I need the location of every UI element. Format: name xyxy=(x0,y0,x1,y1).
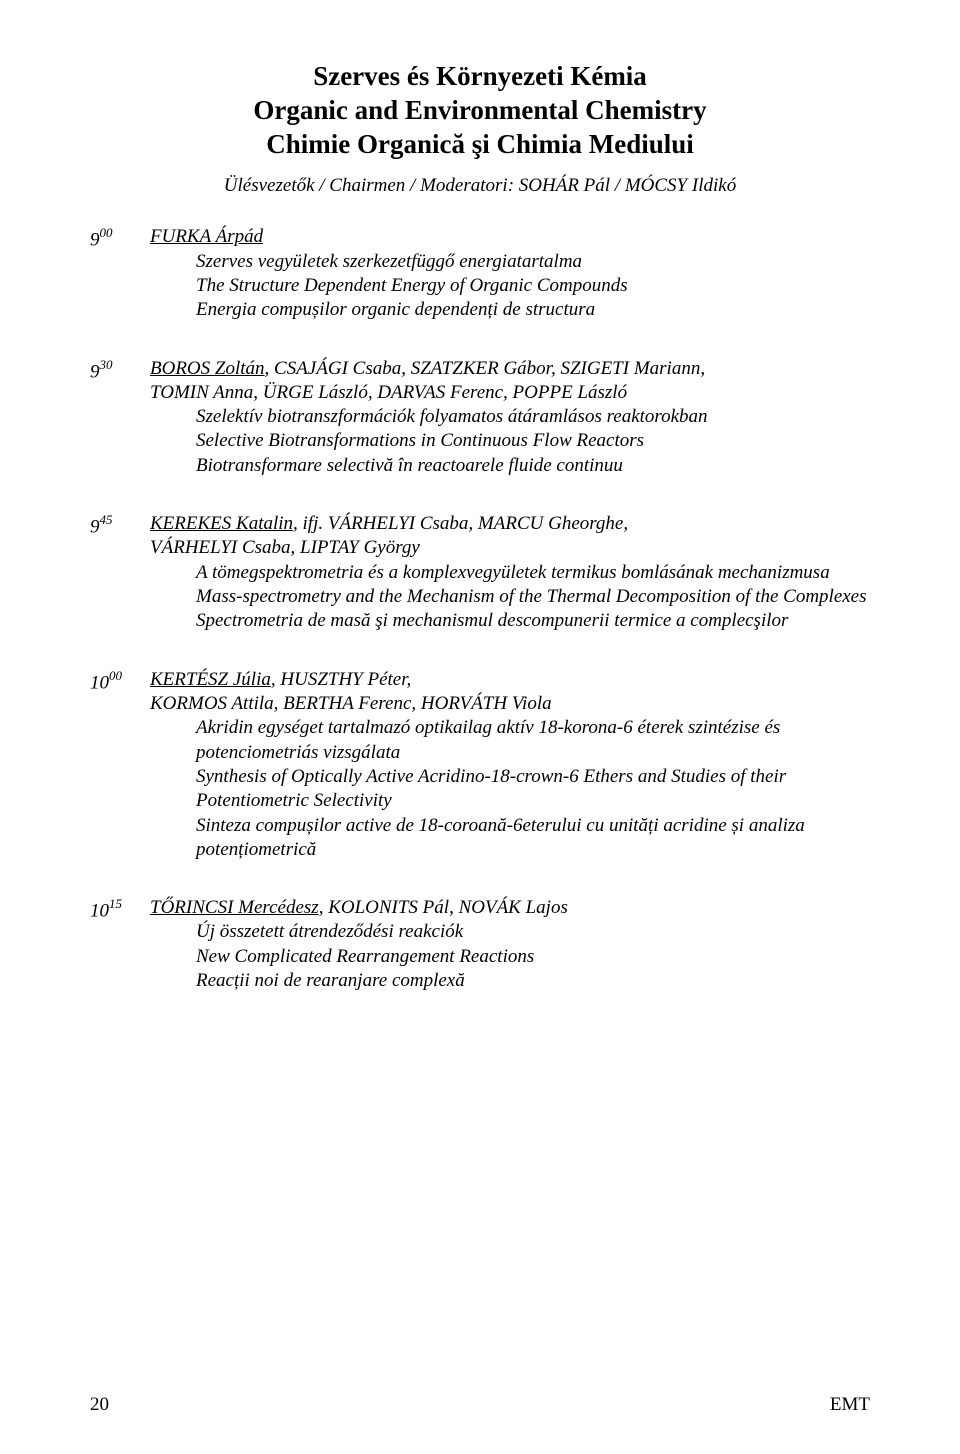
time-base: 9 xyxy=(90,361,100,382)
schedule-entry: 1015 TŐRINCSI Mercédesz, KOLONITS Pál, N… xyxy=(90,896,870,993)
page: Szerves és Környezeti Kémia Organic and … xyxy=(0,0,960,1454)
lead-author: FURKA Árpád xyxy=(150,226,263,247)
title-ro: Spectrometria de masă şi mechanismul des… xyxy=(196,609,870,633)
authors-line: TŐRINCSI Mercédesz, KOLONITS Pál, NOVÁK … xyxy=(150,896,870,920)
title-ro: Sinteza compușilor active de 18-coroană-… xyxy=(196,814,870,863)
co-authors: , KOLONITS Pál, NOVÁK Lajos xyxy=(319,897,568,918)
entry-time: 1015 xyxy=(90,896,150,922)
title-en: The Structure Dependent Energy of Organi… xyxy=(196,274,870,298)
time-sup: 00 xyxy=(100,225,113,240)
entry-body: TŐRINCSI Mercédesz, KOLONITS Pál, NOVÁK … xyxy=(150,896,870,993)
schedule-entry: 945 KEREKES Katalin, ifj. VÁRHELYI Csaba… xyxy=(90,512,870,634)
authors-line: BOROS Zoltán, CSAJÁGI Csaba, SZATZKER Gá… xyxy=(150,357,870,381)
authors-line: FURKA Árpád xyxy=(150,225,870,249)
section-header: Szerves és Környezeti Kémia Organic and … xyxy=(90,60,870,161)
authors-line: KERTÉSZ Júlia, HUSZTHY Péter, xyxy=(150,668,870,692)
title-hu: Szerves vegyületek szerkezetfüggő energi… xyxy=(196,250,870,274)
schedule-entry: 1000 KERTÉSZ Júlia, HUSZTHY Péter, KORMO… xyxy=(90,668,870,863)
time-base: 10 xyxy=(90,672,109,693)
authors-line-2: TOMIN Anna, ÜRGE László, DARVAS Ferenc, … xyxy=(150,381,870,405)
time-base: 9 xyxy=(90,230,100,251)
authors-line-2: VÁRHELYI Csaba, LIPTAY György xyxy=(150,536,870,560)
entry-details: Új összetett átrendeződési reakciók New … xyxy=(150,920,870,993)
title-ro: Energia compușilor organic dependenți de… xyxy=(196,298,870,322)
time-sup: 00 xyxy=(109,668,122,683)
lead-author: KERTÉSZ Júlia xyxy=(150,669,271,690)
schedule-entry: 930 BOROS Zoltán, CSAJÁGI Csaba, SZATZKE… xyxy=(90,357,870,479)
time-sup: 30 xyxy=(100,357,113,372)
entry-details: A tömegspektrometria és a komplexvegyüle… xyxy=(150,561,870,634)
header-line-3: Chimie Organică şi Chimia Mediului xyxy=(90,128,870,162)
title-hu: Szelektív biotranszformációk folyamatos … xyxy=(196,405,870,429)
header-line-2: Organic and Environmental Chemistry xyxy=(90,94,870,128)
entry-body: KEREKES Katalin, ifj. VÁRHELYI Csaba, MA… xyxy=(150,512,870,634)
co-authors: , CSAJÁGI Csaba, SZATZKER Gábor, SZIGETI… xyxy=(265,358,706,379)
lead-author: KEREKES Katalin xyxy=(150,513,293,534)
entry-details: Szelektív biotranszformációk folyamatos … xyxy=(150,405,870,478)
co-authors: , HUSZTHY Péter, xyxy=(271,669,411,690)
page-footer: 20 EMT xyxy=(90,1394,870,1416)
time-sup: 45 xyxy=(100,512,113,527)
entry-time: 945 xyxy=(90,512,150,538)
authors-line: KEREKES Katalin, ifj. VÁRHELYI Csaba, MA… xyxy=(150,512,870,536)
entry-body: FURKA Árpád Szerves vegyületek szerkezet… xyxy=(150,225,870,322)
co-authors: , ifj. VÁRHELYI Csaba, MARCU Gheorghe, xyxy=(293,513,628,534)
schedule-entry: 900 FURKA Árpád Szerves vegyületek szerk… xyxy=(90,225,870,322)
title-ro: Reacții noi de rearanjare complexă xyxy=(196,969,870,993)
entry-details: Szerves vegyületek szerkezetfüggő energi… xyxy=(150,250,870,323)
time-base: 9 xyxy=(90,516,100,537)
entry-body: KERTÉSZ Júlia, HUSZTHY Péter, KORMOS Att… xyxy=(150,668,870,863)
footer-right: EMT xyxy=(830,1394,870,1416)
chairmen-line: Ülésvezetők / Chairmen / Moderatori: SOH… xyxy=(90,175,870,197)
title-ro: Biotransformare selectivă în reactoarele… xyxy=(196,454,870,478)
header-line-1: Szerves és Környezeti Kémia xyxy=(90,60,870,94)
page-number: 20 xyxy=(90,1394,109,1416)
title-en: Mass-spectrometry and the Mechanism of t… xyxy=(196,585,870,609)
entry-time: 930 xyxy=(90,357,150,383)
title-hu: Új összetett átrendeződési reakciók xyxy=(196,920,870,944)
authors-line-2: KORMOS Attila, BERTHA Ferenc, HORVÁTH Vi… xyxy=(150,692,870,716)
entry-body: BOROS Zoltán, CSAJÁGI Csaba, SZATZKER Gá… xyxy=(150,357,870,479)
title-hu: Akridin egységet tartalmazó optikailag a… xyxy=(196,716,870,765)
lead-author: BOROS Zoltán xyxy=(150,358,265,379)
entry-time: 900 xyxy=(90,225,150,251)
entry-details: Akridin egységet tartalmazó optikailag a… xyxy=(150,716,870,862)
title-en: Selective Biotransformations in Continuo… xyxy=(196,429,870,453)
title-en: New Complicated Rearrangement Reactions xyxy=(196,945,870,969)
lead-author: TŐRINCSI Mercédesz xyxy=(150,897,319,918)
time-sup: 15 xyxy=(109,896,122,911)
title-hu: A tömegspektrometria és a komplexvegyüle… xyxy=(196,561,870,585)
title-en: Synthesis of Optically Active Acridino-1… xyxy=(196,765,870,814)
entry-time: 1000 xyxy=(90,668,150,694)
time-base: 10 xyxy=(90,900,109,921)
